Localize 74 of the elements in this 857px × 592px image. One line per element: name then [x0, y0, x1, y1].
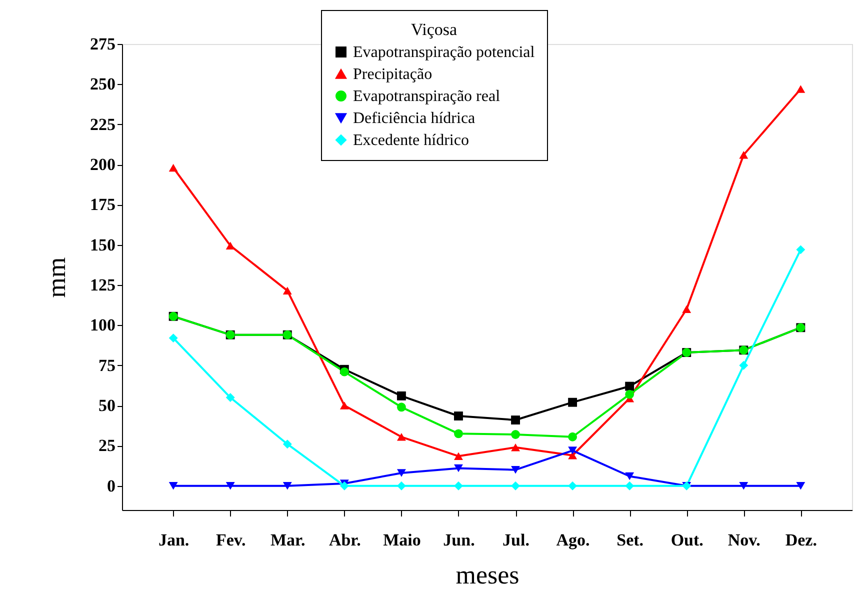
point [340, 481, 349, 490]
x-tick-label: Maio [383, 530, 421, 550]
point [454, 452, 463, 460]
point [682, 305, 692, 314]
y-tick-label: 75 [98, 356, 116, 375]
point [625, 382, 634, 391]
point [511, 481, 520, 490]
y-tick-label: 250 [90, 74, 116, 94]
point [282, 482, 292, 490]
point [340, 367, 349, 376]
point [739, 151, 748, 159]
x-tick-label: Out. [670, 530, 704, 550]
point [739, 360, 748, 370]
point [796, 482, 806, 490]
x-tick-label: Ago. [556, 530, 590, 550]
point [511, 466, 520, 474]
point [511, 443, 520, 452]
y-tick-label: 275 [90, 34, 116, 54]
x-tick-label: Abr. [328, 530, 361, 550]
point [568, 432, 578, 442]
point [796, 85, 806, 93]
legend-label: Deficiência hídrica [353, 110, 476, 127]
point [739, 482, 748, 490]
x-tick-label: Nov. [728, 530, 760, 550]
point [511, 416, 520, 424]
point [396, 469, 406, 477]
point [168, 482, 178, 490]
point [396, 402, 406, 412]
x-tick-label: Fev. [216, 530, 246, 550]
point [568, 398, 578, 407]
y-tick-label: 200 [90, 155, 116, 174]
legend-title: Viçosa [410, 20, 458, 39]
point [226, 242, 235, 250]
point [625, 481, 634, 490]
point [168, 164, 178, 172]
point [511, 430, 520, 439]
point [625, 472, 634, 480]
x-tick-label: Jun. [443, 530, 475, 550]
y-tick-label: 50 [98, 396, 116, 416]
x-tick-label: Jan. [158, 530, 190, 550]
point [568, 481, 578, 490]
x-axis-title: meses [456, 560, 520, 590]
y-tick-label: 0 [107, 476, 116, 496]
point [226, 482, 235, 490]
x-tick-label: Set. [616, 530, 644, 550]
legend-label: Evapotranspiração potencial [353, 44, 536, 61]
y-tick-label: 100 [90, 316, 116, 335]
point [282, 286, 292, 295]
point [454, 429, 463, 438]
x-tick-label: Mar. [270, 530, 306, 550]
y-tick-label: 25 [98, 436, 116, 456]
y-tick-label: 175 [90, 195, 116, 214]
legend-label: Evapotranspiração real [353, 88, 501, 105]
point [454, 412, 463, 420]
y-tick-label: 150 [90, 235, 116, 254]
point [340, 402, 349, 410]
point [282, 440, 292, 449]
point [568, 446, 578, 454]
x-tick-label: Dez. [785, 530, 817, 550]
point [454, 481, 463, 490]
point [168, 334, 178, 343]
y-tick-label: 125 [90, 276, 116, 295]
y-tick-label: 225 [90, 114, 116, 134]
x-tick-label: Jul. [502, 530, 530, 550]
point [226, 393, 235, 402]
legend-label: Excedente hídrico [353, 132, 469, 149]
y-axis-title: mm [42, 257, 71, 298]
point [454, 464, 463, 472]
point [396, 433, 406, 441]
point [396, 391, 406, 400]
legend-label: Precipitação [353, 66, 432, 83]
point [796, 245, 806, 254]
point [396, 481, 406, 490]
point [625, 390, 634, 399]
